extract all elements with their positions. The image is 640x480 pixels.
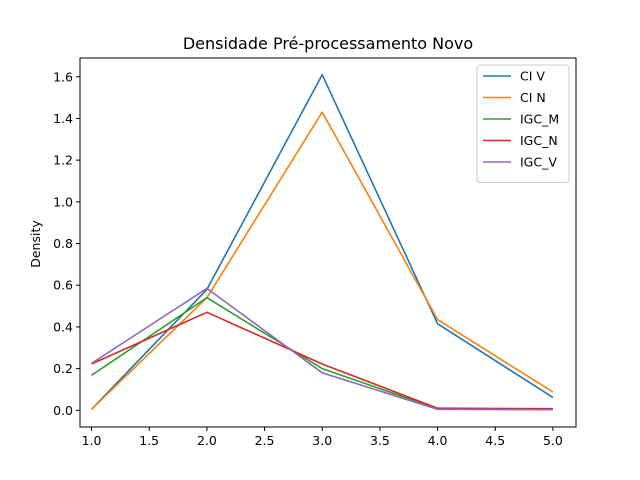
- x-tick-label: 5.0: [543, 433, 563, 448]
- axis-ticks: 1.0 1.5 2.0 2.5 3.0 3.5 4.0 4.5 5.0 0.0 0.2 0.4 0.6 0…: [53, 69, 563, 448]
- y-tick-label: 1.0: [53, 194, 73, 209]
- y-tick-label: 0.2: [53, 361, 73, 376]
- legend-label: CI V: [520, 69, 545, 84]
- legend-label: IGC_M: [520, 112, 559, 127]
- plot-frame: [79, 57, 577, 428]
- x-tick-label: 1.5: [139, 433, 159, 448]
- legend: CI V CI N IGC_M IGC_N IGC_V: [476, 64, 570, 183]
- x-tick-label: 3.0: [312, 433, 332, 448]
- series-lines: [90, 73, 554, 411]
- x-tick-label: 1.0: [82, 433, 102, 448]
- legend-label: IGC_N: [520, 133, 558, 148]
- legend-box: [476, 64, 570, 183]
- x-tick-label: 4.5: [485, 433, 505, 448]
- legend-label: IGC_V: [520, 155, 557, 170]
- legend-label: CI N: [520, 90, 546, 105]
- series-line-ci-n: [90, 111, 554, 410]
- y-axis-label: Density: [28, 220, 43, 268]
- x-tick-label: 3.5: [370, 433, 390, 448]
- x-tick-label: 4.0: [428, 433, 448, 448]
- x-tick-label: 2.5: [255, 433, 275, 448]
- y-tick-label: 1.2: [53, 153, 73, 168]
- x-tick-label: 2.0: [197, 433, 217, 448]
- y-tick-label: 1.6: [53, 69, 73, 84]
- series-line-igc-n: [91, 311, 553, 410]
- y-tick-label: 0.6: [53, 278, 73, 293]
- chart-title: Densidade Pré-processamento Novo: [183, 34, 473, 53]
- y-tick-label: 0.4: [53, 319, 73, 334]
- y-tick-label: 1.4: [53, 111, 73, 126]
- y-tick-label: 0.8: [53, 236, 73, 251]
- series-line-igc-v: [91, 287, 553, 411]
- y-tick-label: 0.0: [53, 403, 73, 418]
